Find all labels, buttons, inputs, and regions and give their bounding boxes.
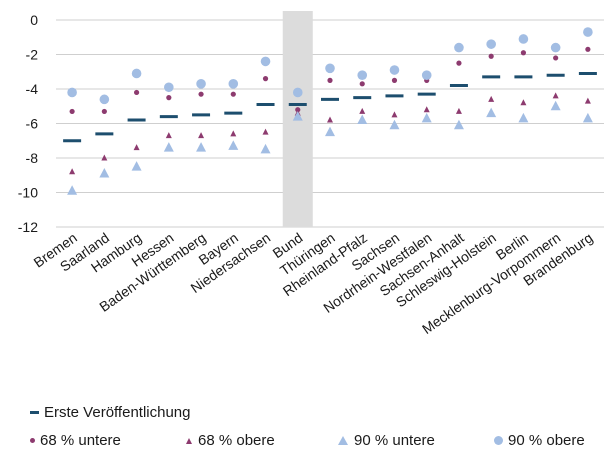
legend-lower-90: 90 % untere <box>338 432 435 449</box>
point-series-2-Bayern <box>230 130 237 137</box>
point-series-4-Baden-Württemberg <box>196 79 206 89</box>
point-series-3-Brandenburg <box>582 112 593 123</box>
point-series-1-Hessen <box>166 95 172 101</box>
point-series-1-Rheinland-Pfalz <box>359 81 365 87</box>
point-series-4-Rheinland-Pfalz <box>357 70 368 80</box>
y-tick-label: 0 <box>30 12 38 28</box>
point-series-2-Mecklenburg-Vorpommern <box>552 92 559 99</box>
dash-swatch-icon <box>30 411 39 414</box>
point-series-4-Bremen <box>67 87 77 98</box>
small-triangle-swatch-icon <box>186 437 192 444</box>
point-series-1-Mecklenburg-Vorpommern <box>553 55 559 61</box>
chart-plot: 0 -2 -4 -6 -8 -10 -12 BremenSaarlandHamburgHes… <box>18 11 604 337</box>
point-series-2-Niedersachsen <box>262 128 269 135</box>
point-series-3-Thüringen <box>325 126 335 137</box>
point-series-4-Hamburg <box>131 68 142 79</box>
point-series-3-Nordrhein-Westfalen <box>421 112 432 123</box>
point-series-2-Brandenburg <box>584 97 591 104</box>
point-series-3-Bayern <box>228 140 239 150</box>
point-series-2-Baden-Württemberg <box>198 132 205 139</box>
point-series-1-Sachsen <box>391 77 398 83</box>
point-series-4-Schleswig-Holstein <box>486 39 496 49</box>
point-series-2-Bremen <box>69 168 76 175</box>
point-series-4-Saarland <box>99 94 110 105</box>
point-series-3-Hamburg <box>131 161 142 171</box>
point-series-1-Schleswig-Holstein <box>488 53 494 59</box>
point-series-4-Niedersachsen <box>260 56 271 67</box>
y-tick-label: -4 <box>26 81 39 97</box>
point-series-1-Sachsen-Anhalt <box>456 60 462 66</box>
point-series-1-Bremen <box>69 108 75 115</box>
y-tick-label: -2 <box>26 47 39 63</box>
point-series-1-Baden-Württemberg <box>198 91 204 97</box>
point-series-3-Rheinland-Pfalz <box>357 114 368 125</box>
point-series-4-Nordrhein-Westfalen <box>421 70 432 80</box>
legend-label-upper-68: 68 % obere <box>198 432 275 449</box>
point-series-2-Thüringen <box>327 116 333 123</box>
point-series-3-Berlin <box>518 112 529 123</box>
legend-label-first-publication: Erste Veröffentlichung <box>44 404 191 421</box>
point-series-1-Saarland <box>101 108 107 115</box>
legend-label-lower-90: 90 % untere <box>354 432 435 449</box>
y-tick-label: -8 <box>26 150 39 166</box>
large-triangle-swatch-icon <box>338 436 348 445</box>
point-series-2-Sachsen-Anhalt <box>455 107 462 114</box>
point-series-3-Hessen <box>163 142 174 152</box>
point-series-3-Sachsen <box>389 119 400 130</box>
legend-upper-68: 68 % obere <box>186 432 275 449</box>
point-series-1-Bayern <box>230 91 236 97</box>
point-series-2-Sachsen <box>391 111 398 118</box>
point-series-2-Berlin <box>520 99 527 106</box>
y-axis-ticks: 0 -2 -4 -6 -8 -10 -12 <box>18 12 38 235</box>
point-series-3-Schleswig-Holstein <box>486 107 497 118</box>
point-series-4-Thüringen <box>325 63 335 74</box>
y-tick-label: -12 <box>18 219 38 235</box>
point-series-4-Hessen <box>164 82 174 93</box>
legend-lower-68: 68 % untere <box>30 432 121 449</box>
point-series-2-Rheinland-Pfalz <box>359 107 366 114</box>
point-series-1-Brandenburg <box>585 46 591 52</box>
point-series-2-Hamburg <box>133 144 140 151</box>
legend-first-publication: Erste Veröffentlichung <box>30 404 190 421</box>
point-series-3-Mecklenburg-Vorpommern <box>550 100 561 111</box>
small-dot-swatch-icon <box>30 438 35 443</box>
legend-label-lower-68: 68 % untere <box>40 432 121 449</box>
point-series-4-Mecklenburg-Vorpommern <box>550 42 561 53</box>
point-series-1-Berlin <box>520 50 527 56</box>
point-series-3-Bund <box>292 111 303 121</box>
point-series-3-Saarland <box>99 168 110 178</box>
grid-lines <box>56 19 604 228</box>
point-series-2-Saarland <box>101 154 108 161</box>
legend-upper-90: 90 % obere <box>494 432 585 449</box>
point-series-4-Sachsen <box>389 65 400 75</box>
point-series-4-Bund <box>292 87 303 98</box>
point-series-4-Berlin <box>518 34 529 44</box>
point-series-3-Baden-Württemberg <box>196 142 207 152</box>
legend-label-upper-90: 90 % obere <box>508 432 585 449</box>
point-series-4-Bayern <box>228 79 239 89</box>
point-series-2-Hessen <box>165 132 172 139</box>
point-series-2-Schleswig-Holstein <box>488 95 495 102</box>
point-series-4-Brandenburg <box>583 27 593 37</box>
point-series-1-Hamburg <box>133 89 140 96</box>
point-series-2-Nordrhein-Westfalen <box>423 106 430 113</box>
large-dot-swatch-icon <box>494 436 503 445</box>
point-series-3-Sachsen-Anhalt <box>453 119 464 130</box>
x-axis-labels: BremenSaarlandHamburgHessenBaden-Württem… <box>30 229 595 337</box>
y-tick-label: -6 <box>26 116 39 132</box>
point-series-1-Thüringen <box>327 77 333 83</box>
point-series-4-Sachsen-Anhalt <box>454 42 464 53</box>
point-series-3-Niedersachsen <box>260 143 271 154</box>
point-series-1-Niedersachsen <box>262 76 269 82</box>
y-tick-label: -10 <box>18 185 38 201</box>
point-series-3-Bremen <box>67 185 78 195</box>
data-marks <box>63 27 597 195</box>
